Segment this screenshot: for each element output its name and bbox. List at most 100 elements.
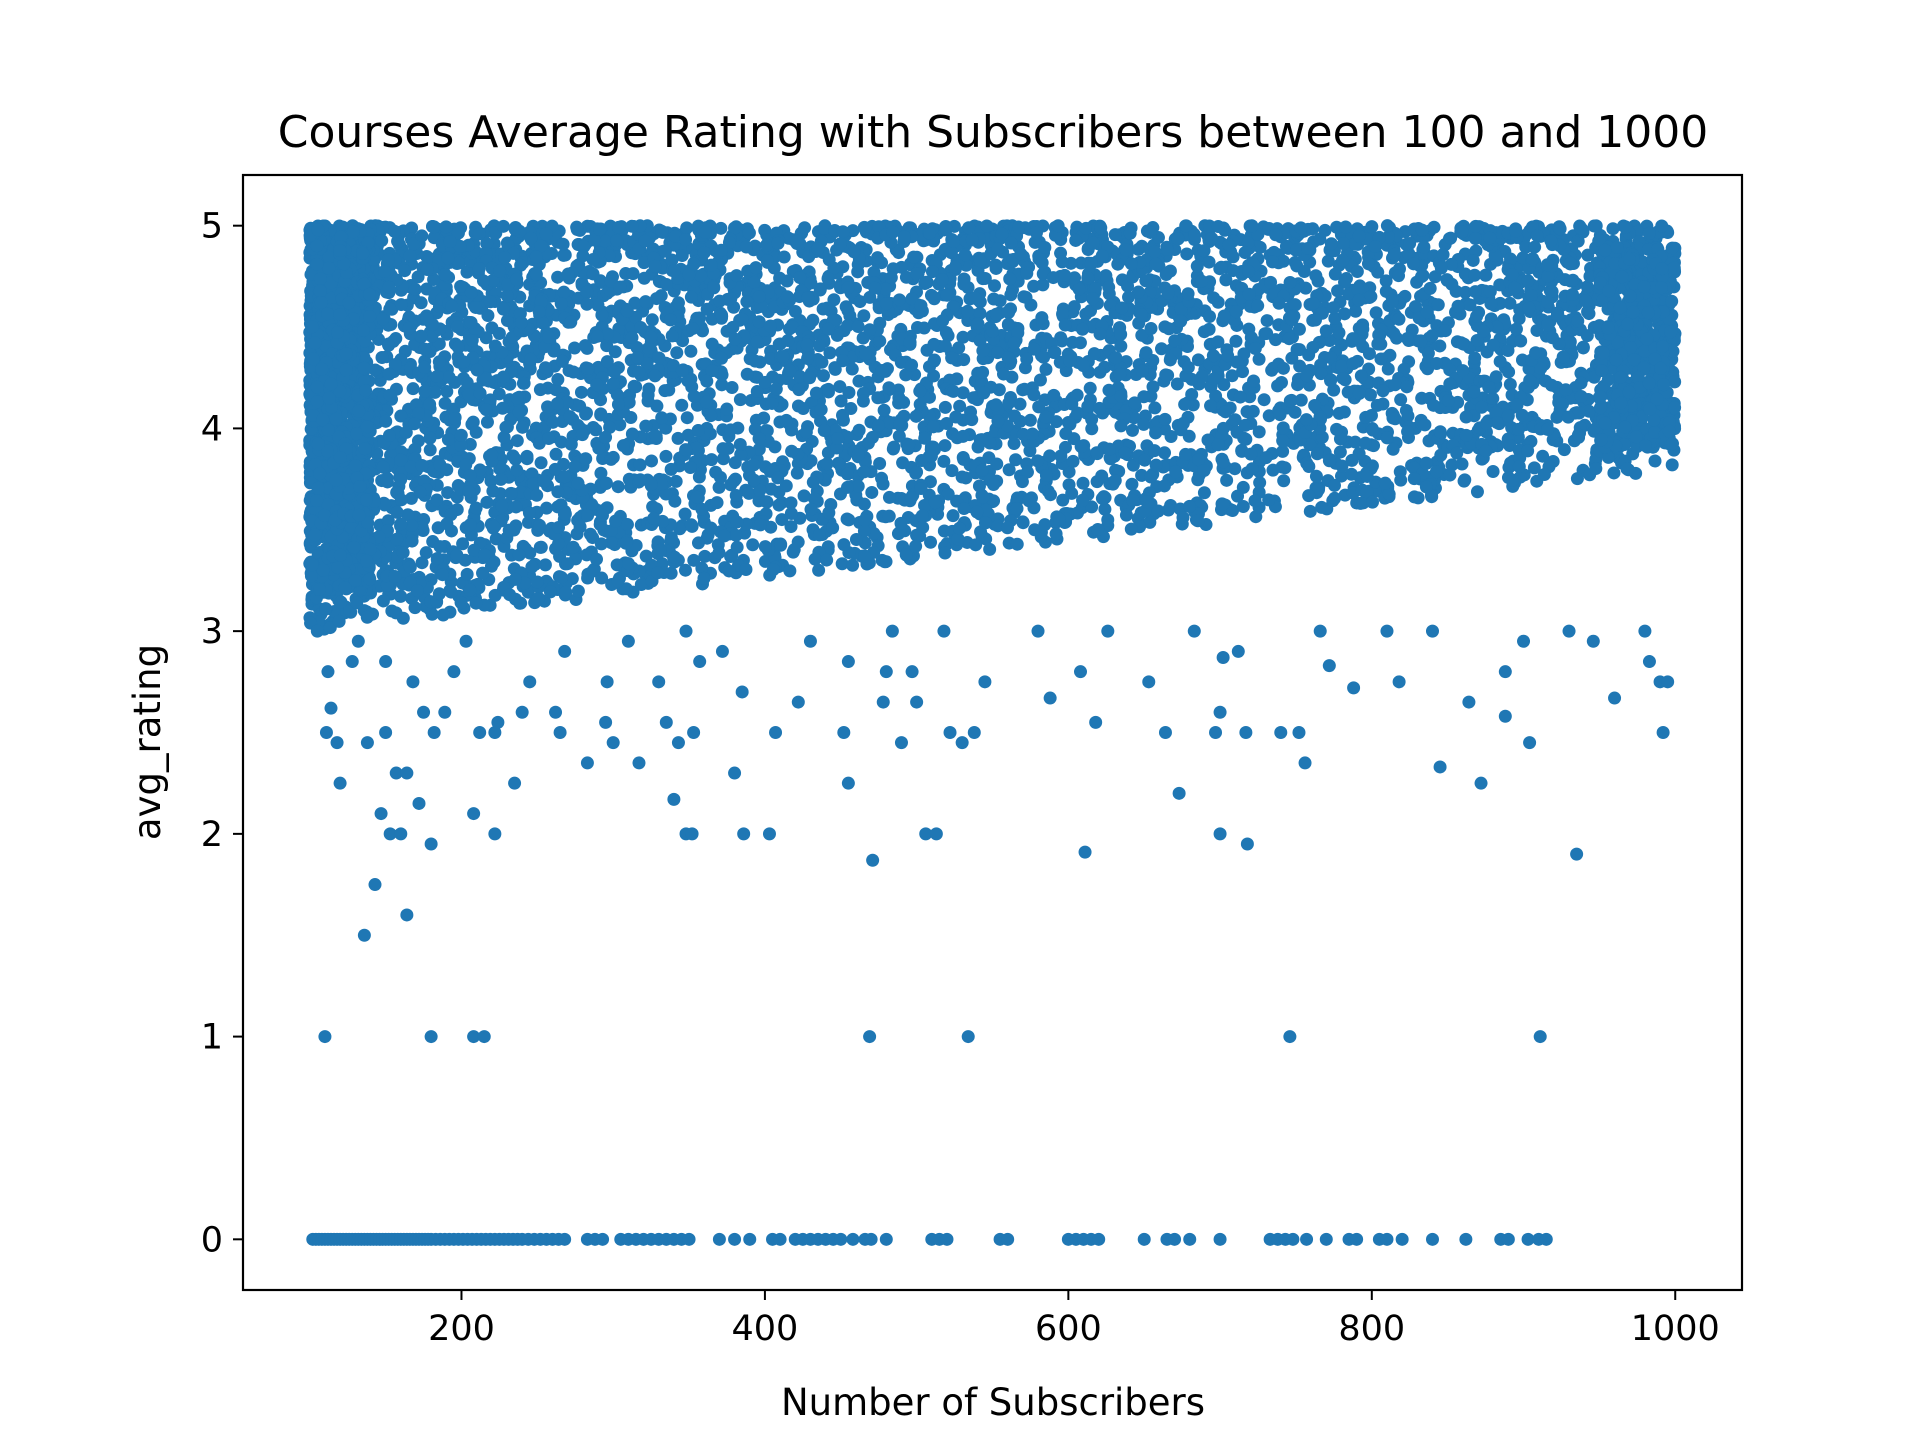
dense-point <box>695 502 709 516</box>
dense-point <box>1259 451 1273 465</box>
dense-point <box>919 275 933 289</box>
dense-point <box>1556 350 1570 364</box>
dense-point <box>445 299 459 313</box>
dense-point <box>432 355 446 369</box>
dense-point <box>1642 226 1656 240</box>
dense-point <box>1002 396 1016 410</box>
dense-point <box>1092 401 1106 415</box>
dense-point <box>570 220 584 234</box>
dense-point <box>1403 237 1417 251</box>
dense-point <box>1330 422 1344 436</box>
dense-point <box>1044 488 1058 502</box>
dense-point <box>1450 446 1464 460</box>
dense-point <box>1158 412 1172 426</box>
dense-point <box>886 225 900 239</box>
dense-point <box>940 288 954 302</box>
dense-point <box>664 530 678 544</box>
dense-point <box>1242 264 1256 278</box>
dense-point <box>1027 388 1041 402</box>
dense-point <box>1493 354 1507 368</box>
dense-point <box>927 353 941 367</box>
dense-point <box>534 295 548 309</box>
dense-point <box>935 273 949 287</box>
dense-point <box>394 589 408 603</box>
dense-point <box>976 272 990 286</box>
chart-title: Courses Average Rating with Subscribers … <box>278 107 1709 158</box>
dense-point <box>1143 515 1157 529</box>
dense-point <box>1528 240 1542 254</box>
dense-point <box>1079 221 1093 235</box>
dense-point <box>1038 518 1052 532</box>
dense-point <box>1176 416 1190 430</box>
dense-point <box>1408 300 1422 314</box>
dense-point <box>1188 228 1202 242</box>
dense-point <box>375 234 389 248</box>
dense-point <box>763 319 777 333</box>
dense-point <box>747 458 761 472</box>
dense-point <box>1509 322 1523 336</box>
dense-point <box>793 270 807 284</box>
dense-point <box>1192 453 1205 467</box>
dense-point <box>1039 362 1053 376</box>
dense-point <box>415 556 429 570</box>
dense-point <box>640 356 654 370</box>
dense-point <box>1486 338 1500 352</box>
dense-point <box>586 253 600 267</box>
dense-point <box>684 344 698 358</box>
dense-point <box>1046 271 1060 285</box>
dense-point <box>1521 444 1535 458</box>
dense-point <box>675 363 689 377</box>
dense-point <box>1038 240 1052 254</box>
dense-point <box>715 378 729 392</box>
dense-point <box>492 327 506 341</box>
dense-point <box>1115 301 1129 315</box>
dense-point <box>1010 502 1024 516</box>
dense-point <box>1348 435 1362 449</box>
dense-point <box>1176 511 1190 524</box>
dense-point <box>398 264 412 278</box>
dense-point <box>405 534 419 548</box>
dense-point <box>936 314 950 328</box>
dense-point <box>1427 398 1441 412</box>
dense-point <box>1004 288 1018 302</box>
dense-point <box>1149 257 1163 271</box>
dense-point <box>1335 459 1349 473</box>
dense-point <box>830 441 844 455</box>
dense-point <box>559 585 573 599</box>
dense-point <box>764 482 778 496</box>
dense-point <box>1276 361 1290 375</box>
dense-point <box>722 235 736 249</box>
dense-point <box>1514 334 1528 348</box>
dense-point <box>418 360 432 374</box>
dense-point <box>633 473 647 487</box>
dense-point <box>1081 399 1095 413</box>
dense-point <box>985 324 999 338</box>
dense-point <box>625 331 639 345</box>
dense-point <box>1276 444 1290 458</box>
dense-point <box>594 537 608 551</box>
dense-point <box>403 249 417 263</box>
dense-point <box>477 274 490 288</box>
dense-point <box>1362 347 1376 361</box>
dense-point <box>558 248 572 262</box>
dense-point <box>1589 219 1603 233</box>
dense-point <box>1035 256 1049 270</box>
dense-point <box>1433 425 1447 439</box>
dense-point <box>462 485 476 499</box>
dense-point <box>1055 334 1069 348</box>
dense-point <box>1091 522 1105 536</box>
dense-point <box>1052 512 1066 526</box>
dense-point <box>1362 291 1376 305</box>
dense-point <box>639 295 653 309</box>
dense-point <box>1273 408 1287 422</box>
dense-point <box>1511 422 1525 436</box>
dense-point <box>766 563 780 577</box>
dense-point <box>1163 353 1177 367</box>
dense-point <box>689 441 703 455</box>
dense-point <box>1332 326 1346 340</box>
dense-point <box>871 391 885 405</box>
dense-point <box>946 384 960 398</box>
dense-point <box>725 381 739 394</box>
dense-point <box>1260 314 1274 328</box>
dense-point <box>655 477 669 491</box>
